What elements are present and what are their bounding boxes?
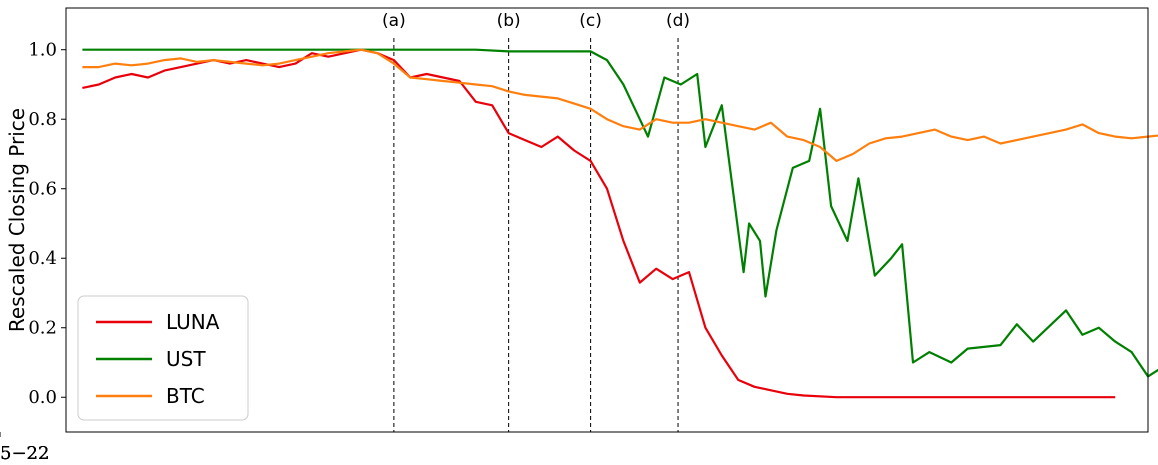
annotation-label: (d) — [666, 11, 690, 31]
legend-label-ust: UST — [166, 347, 206, 371]
y-tick-label: 0.2 — [28, 318, 57, 339]
y-tick-label: 0.0 — [28, 387, 57, 408]
annotation-label: (c) — [579, 11, 602, 31]
annotation-label: (b) — [497, 11, 521, 31]
y-tick-label: 0.6 — [28, 179, 57, 200]
annotation-labels: (a) (b) (c) (d) — [382, 11, 690, 31]
legend-label-luna: LUNA — [166, 310, 220, 334]
series-line-ust — [82, 48, 1158, 378]
series-lines — [82, 48, 1158, 399]
series-line-btc — [82, 48, 1158, 162]
annotation-label: (a) — [382, 11, 406, 31]
y-tick-label: 1.0 — [28, 40, 57, 61]
x-tick-label: 05−05−22 — [0, 443, 49, 464]
legend-label-btc: BTC — [166, 384, 205, 408]
annotation-lines — [393, 38, 679, 432]
legend: LUNA UST BTC — [77, 295, 249, 421]
axes: 01−05−2205−05−2209−05−2213−05−2217−05−22… — [0, 7, 1149, 464]
x-tick-label: 13−05−22 — [0, 443, 49, 464]
plot-frame — [65, 7, 1149, 433]
legend-box — [77, 295, 249, 421]
x-tick-label: 17−05−22 — [0, 443, 49, 464]
x-tick-label: 09−05−22 — [0, 443, 49, 464]
y-axis-title: Rescaled Closing Price — [5, 108, 29, 332]
y-tick-label: 0.4 — [28, 248, 57, 269]
y-tick-label: 0.8 — [28, 109, 57, 130]
x-tick-label: 01−05−22 — [0, 443, 49, 464]
